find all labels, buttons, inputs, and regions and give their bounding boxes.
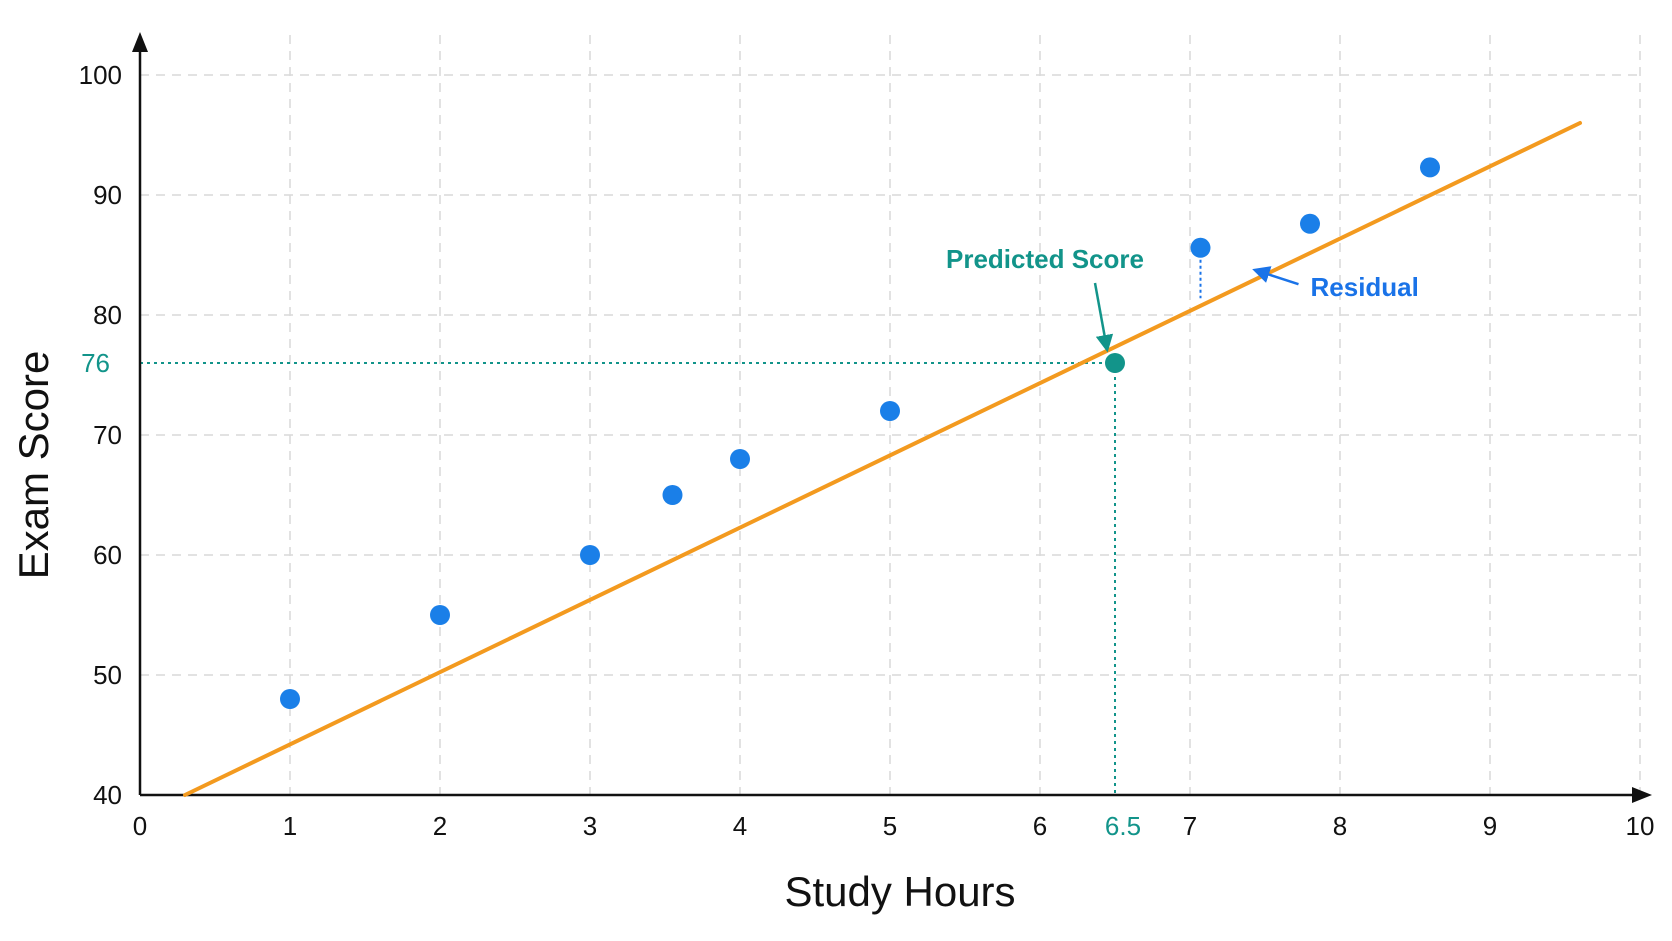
residual-arrow (1252, 266, 1299, 286)
x-tick-label: 1 (283, 811, 297, 841)
data-point (580, 545, 600, 565)
predicted-score-label: Predicted Score (946, 244, 1144, 274)
regression-line (183, 121, 1582, 797)
data-series (183, 121, 1582, 797)
data-point (1300, 213, 1320, 234)
y-tick-label: 100 (79, 60, 122, 90)
x-tick-label: 2 (433, 811, 447, 841)
data-point (730, 449, 750, 469)
x-tick-label: 0 (133, 811, 147, 841)
predicted-point (1105, 353, 1125, 373)
y-axis-title: Exam Score (10, 351, 57, 580)
x-tick-label: 4 (733, 811, 747, 841)
data-point (280, 689, 300, 709)
y-tick-label: 90 (93, 180, 122, 210)
x-tick-label: 6 (1033, 811, 1047, 841)
data-point (662, 485, 683, 505)
residual-label: Residual (1311, 272, 1419, 302)
data-point (1190, 237, 1211, 258)
y-tick-label: 60 (93, 540, 122, 570)
x-tick-label: 9 (1483, 811, 1497, 841)
y-tick-label: 50 (93, 660, 122, 690)
x-tick-label: 8 (1333, 811, 1347, 841)
grid-lines (140, 35, 1641, 795)
data-point (880, 401, 900, 421)
y-tick-label: 80 (93, 300, 122, 330)
x-axis-arrowhead (1632, 787, 1652, 803)
y-axis-arrowhead (132, 32, 148, 52)
data-point (430, 605, 450, 625)
x-tick-label: 3 (583, 811, 597, 841)
predicted-x-label: 6.5 (1105, 811, 1141, 841)
tick-labels: 0 1 2 3 4 5 6 7 8 9 10 40 50 60 70 80 90 100 76 6.5 (79, 60, 1655, 841)
x-tick-label: 5 (883, 811, 897, 841)
x-tick-label: 7 (1183, 811, 1197, 841)
predicted-score-arrow (1093, 282, 1114, 353)
predicted-y-label: 76 (81, 348, 110, 378)
prediction-guides (140, 362, 1116, 795)
y-tick-label: 40 (93, 780, 122, 810)
data-point (1420, 157, 1440, 178)
x-tick-label: 10 (1626, 811, 1655, 841)
x-axis-title: Study Hours (784, 868, 1015, 915)
y-tick-label: 70 (93, 420, 122, 450)
axes (132, 32, 1652, 803)
annotations: Predicted Score Residual (946, 244, 1419, 353)
